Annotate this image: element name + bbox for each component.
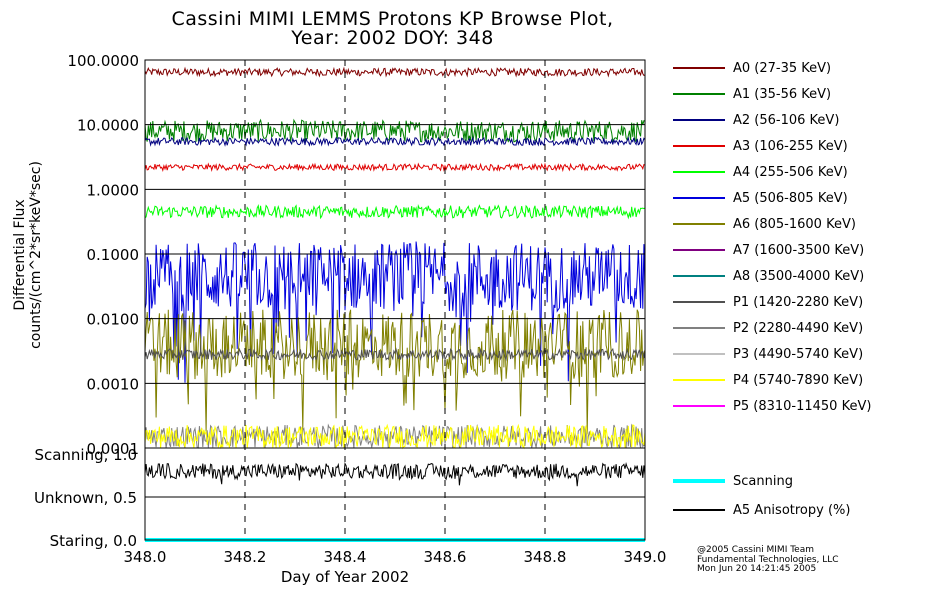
credits: @2005 Cassini MIMI Team Fundamental Tech… — [697, 545, 839, 575]
lower-y-tick-label: Unknown, 0.5 — [34, 489, 137, 507]
legend-swatch — [673, 509, 725, 511]
y-axis-title-line1: Differential Flux — [12, 199, 28, 310]
legend-item-p4: P4 (5740-7890 KeV) — [673, 370, 863, 390]
lower-y-tick-label: Staring, 0.0 — [50, 532, 137, 550]
credits-line2: Fundamental Technologies, LLC — [697, 554, 839, 565]
legend-item-scanning: Scanning — [673, 471, 793, 491]
series-line-a2 — [144, 136, 646, 147]
y-axis-title-line2: counts/(cm^2*sr*keV*sec) — [28, 161, 44, 349]
legend-item-p1: P1 (1420-2280 KeV) — [673, 292, 863, 312]
legend-item-p3: P3 (4490-5740 KeV) — [673, 344, 863, 364]
grid-group: 100.0000 10.0000 1.0000 0.1000 0.0100 0.0010 0… — [12, 52, 666, 586]
legend-item-p2: P2 (2280-4490 KeV) — [673, 318, 863, 338]
y-tick-label: 0.1000 — [87, 246, 140, 264]
legend-item-a7: A7 (1600-3500 KeV) — [673, 240, 864, 260]
x-axis-title: Day of Year 2002 — [281, 568, 409, 586]
legend-item-a2: A2 (56-106 KeV) — [673, 110, 839, 130]
x-tick-label: 348.8 — [524, 548, 567, 566]
x-tick-label: 348.2 — [224, 548, 267, 566]
credits-line3: Mon Jun 20 14:21:45 2005 — [697, 564, 817, 574]
y-tick-label: 1.0000 — [87, 181, 140, 199]
lower-panel-frame — [144, 447, 646, 541]
legend-swatch — [673, 93, 725, 95]
legend-swatch — [673, 379, 725, 381]
x-tick-label: 348.0 — [124, 548, 167, 566]
chart-title-line2: Year: 2002 DOY: 348 — [291, 27, 494, 49]
legend-swatch — [673, 479, 725, 483]
legend-swatch — [673, 119, 725, 121]
y-tick-label: 0.0001 — [87, 440, 140, 458]
chart-title-line1: Cassini MIMI LEMMS Protons KP Browse Plo… — [171, 8, 614, 30]
legend-label: Scanning — [733, 473, 793, 489]
series-line-a4 — [144, 203, 646, 220]
legend-item-a6: A6 (805-1600 KeV) — [673, 214, 856, 234]
series-line-a6 — [144, 309, 646, 435]
credits-line1: @2005 Cassini MIMI Team — [697, 545, 814, 555]
x-tick-label: 349.0 — [624, 548, 667, 566]
legend-swatch — [673, 327, 725, 329]
legend-item-a1: A1 (35-56 KeV) — [673, 84, 831, 104]
series-line-a0 — [144, 66, 646, 78]
series-line-a3 — [144, 162, 646, 173]
legend-label: A0 (27-35 KeV) — [733, 60, 832, 76]
legend-item-a5: A5 (506-805 KeV) — [673, 188, 848, 208]
series-line-a1 — [144, 118, 646, 143]
legend-label: A4 (255-506 KeV) — [733, 164, 848, 180]
legend-item-a8: A8 (3500-4000 KeV) — [673, 266, 864, 286]
legend-swatch — [673, 301, 725, 303]
legend-swatch — [673, 223, 725, 225]
legend-swatch — [673, 67, 725, 69]
legend-swatch — [673, 197, 725, 199]
legend-label: P4 (5740-7890 KeV) — [733, 372, 864, 388]
legend-swatch — [673, 249, 725, 251]
legend-swatch — [673, 353, 725, 355]
legend-swatch — [673, 405, 725, 407]
legend-label: A6 (805-1600 KeV) — [733, 216, 856, 232]
lower-line-anisotropy — [144, 461, 646, 487]
y-tick-label: 100.0000 — [67, 52, 139, 70]
lower-series-group — [144, 461, 646, 542]
series-line-p4 — [144, 423, 646, 450]
y-tick-label: 0.0100 — [87, 311, 140, 329]
legend-swatch — [673, 171, 725, 173]
legend-swatch — [673, 145, 725, 147]
series-group — [144, 66, 646, 450]
legend-label: A5 (506-805 KeV) — [733, 190, 848, 206]
legend-label: P2 (2280-4490 KeV) — [733, 320, 864, 336]
legend-item-a4: A4 (255-506 KeV) — [673, 162, 848, 182]
legend-swatch — [673, 275, 725, 277]
legend-label: A2 (56-106 KeV) — [733, 112, 840, 128]
x-tick-label: 348.4 — [324, 548, 367, 566]
legend-label: A8 (3500-4000 KeV) — [733, 268, 865, 284]
lower-y-tick-label: Scanning, 1.0 — [34, 446, 137, 464]
legend-label: A3 (106-255 KeV) — [733, 138, 848, 154]
y-tick-label: 10.0000 — [77, 117, 139, 135]
y-tick-label: 0.0010 — [87, 375, 140, 393]
legend-item-a3: A3 (106-255 KeV) — [673, 136, 848, 156]
series-line-p1 — [144, 347, 646, 362]
legend-label: A1 (35-56 KeV) — [733, 86, 832, 102]
legend-item-a0: A0 (27-35 KeV) — [673, 58, 831, 78]
legend-label: A7 (1600-3500 KeV) — [733, 242, 865, 258]
legend-label: P3 (4490-5740 KeV) — [733, 346, 864, 362]
legend-label: P1 (1420-2280 KeV) — [733, 294, 864, 310]
x-tick-label: 348.6 — [424, 548, 467, 566]
legend-label: P5 (8310-11450 KeV) — [733, 398, 872, 414]
legend-item-anisotropy: A5 Anisotropy (%) — [673, 500, 850, 520]
legend-label: A5 Anisotropy (%) — [733, 502, 851, 518]
legend-item-p5: P5 (8310-11450 KeV) — [673, 396, 871, 416]
